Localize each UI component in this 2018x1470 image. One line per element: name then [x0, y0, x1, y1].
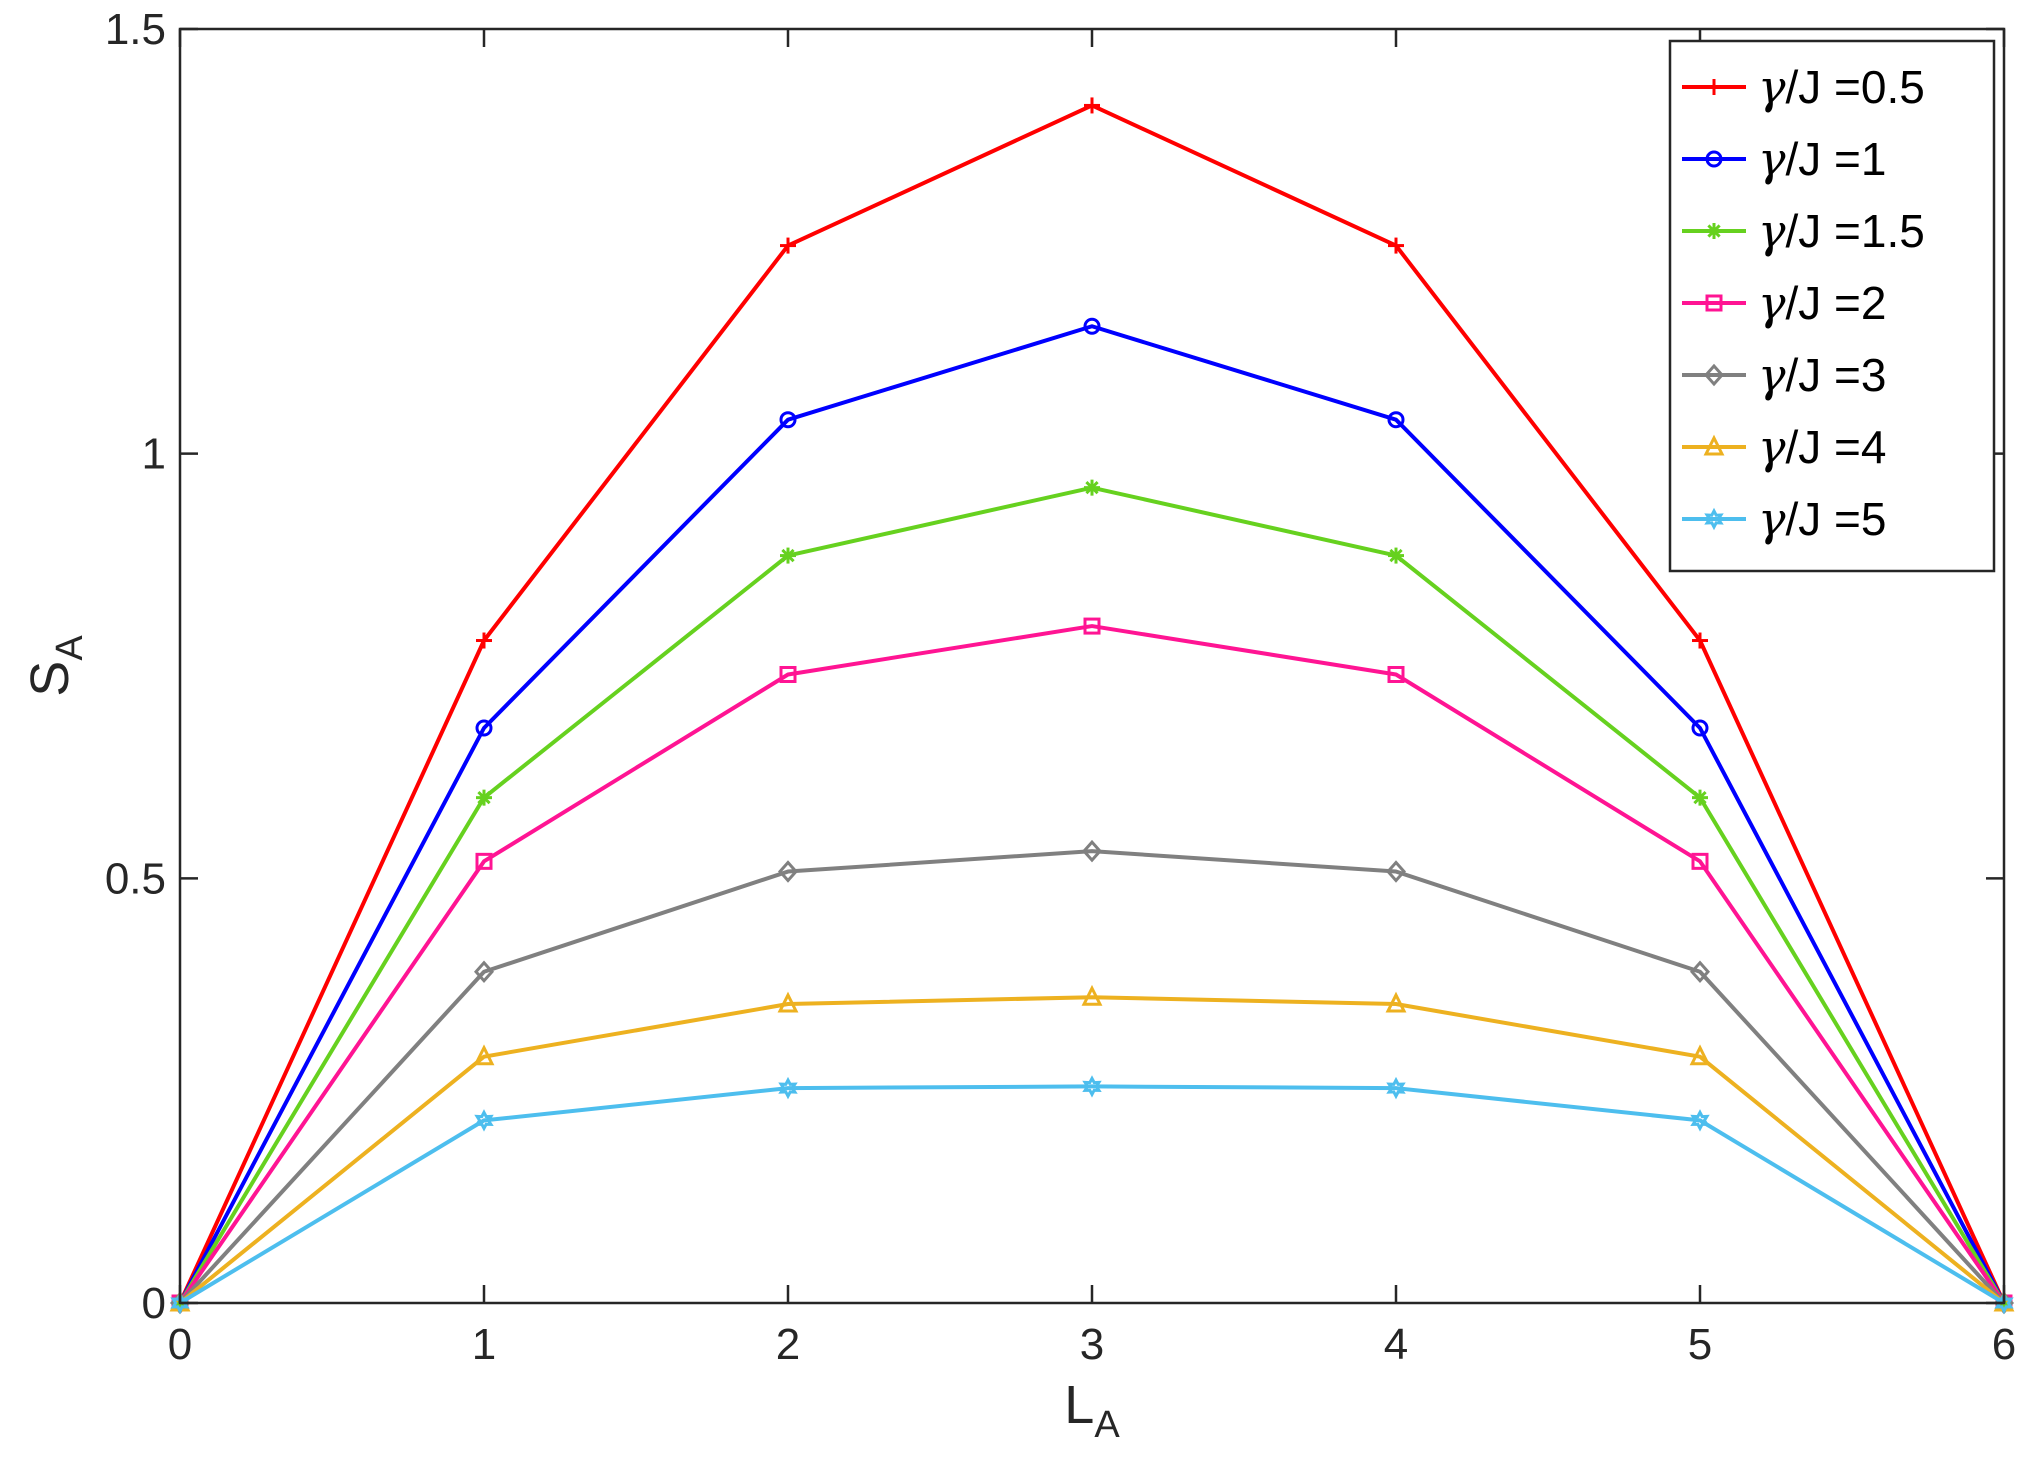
data-point [1703, 434, 1725, 456]
data-point [1705, 294, 1723, 312]
legend-item: γ/J =4 [1682, 420, 1887, 474]
data-point [777, 991, 799, 1013]
data-point [1705, 150, 1723, 168]
data-point [778, 1076, 798, 1100]
data-point [1387, 665, 1405, 683]
y-tick-label: 0 [142, 1279, 166, 1328]
legend-label: γ/J =4 [1758, 420, 1887, 474]
legend-item: γ/J =0.5 [1682, 60, 1925, 114]
data-point [473, 960, 495, 984]
series-line [178, 1084, 2006, 1305]
data-point [1387, 411, 1405, 429]
data-point [1692, 632, 1708, 649]
data-point [1082, 1075, 1102, 1098]
series-line [178, 849, 2006, 1305]
data-point [1081, 984, 1103, 1006]
data-point [1690, 1109, 1710, 1132]
series-7 [170, 1075, 2014, 1315]
data-point [1704, 507, 1724, 531]
data-point [170, 1291, 190, 1315]
data-point [1691, 719, 1709, 737]
series-line [178, 995, 2006, 1305]
data-point [1689, 1044, 1711, 1066]
data-point [1084, 97, 1100, 114]
data-point [1706, 223, 1722, 239]
y-tick-label: 1 [142, 430, 166, 479]
y-tick-label: 0.5 [105, 854, 166, 903]
data-point [1385, 991, 1407, 1013]
y-axis-label: SA [20, 635, 91, 697]
x-tick-label: 5 [1688, 1320, 1712, 1369]
legend-label: γ/J =0.5 [1758, 60, 1925, 114]
series-4 [171, 617, 2013, 1312]
x-tick-label: 0 [168, 1320, 192, 1369]
legend-label: γ/J =1 [1758, 132, 1887, 186]
data-point [779, 411, 797, 429]
data-point [777, 860, 799, 883]
x-tick-label: 6 [1992, 1320, 2016, 1369]
data-point [473, 1044, 495, 1066]
data-point [1994, 1291, 2014, 1315]
x-tick-label: 1 [472, 1320, 496, 1369]
data-point [475, 719, 493, 737]
data-point [1706, 79, 1722, 95]
data-point [1081, 839, 1103, 863]
x-tick-label: 4 [1384, 1320, 1408, 1369]
legend-item: γ/J =1 [1682, 132, 1887, 186]
x-tick-label: 3 [1080, 1320, 1104, 1369]
series-line [178, 624, 2006, 1305]
data-point [474, 1109, 494, 1132]
data-point [1386, 1076, 1406, 1100]
x-tick-label: 2 [776, 1320, 800, 1369]
legend-label: γ/J =1.5 [1758, 204, 1925, 258]
data-point [1703, 363, 1725, 387]
legend-item: γ/J =5 [1682, 492, 1887, 546]
legend-label: γ/J =2 [1758, 276, 1887, 330]
data-point [476, 632, 492, 649]
data-point [780, 237, 796, 254]
legend: γ/J =0.5 γ/J =1 γ/J =1.5 γ/J =2 γ/J =3 γ/J =4… [1668, 39, 1996, 573]
legend-item: γ/J =2 [1682, 276, 1887, 330]
data-point [1388, 237, 1404, 254]
legend-label: γ/J =3 [1758, 348, 1887, 402]
data-point [1691, 852, 1709, 870]
x-axis-label: LA [1064, 1375, 1120, 1446]
data-point [780, 547, 796, 564]
data-point [1084, 479, 1100, 496]
series-3 [172, 479, 2012, 1311]
data-point [1692, 789, 1708, 806]
data-point [1083, 617, 1101, 635]
data-point [1689, 960, 1711, 984]
data-point [1388, 547, 1404, 564]
data-point [1385, 860, 1407, 883]
legend-item: γ/J =1.5 [1682, 204, 1925, 258]
data-point [475, 852, 493, 870]
data-point [779, 665, 797, 683]
axes-layer: 0 1 2 3 4 5 6 0 0.5 1 1.5 [105, 5, 2016, 1369]
y-tick-label: 1.5 [105, 5, 166, 54]
legend-box [1668, 39, 1996, 573]
legend-item: γ/J =3 [1682, 348, 1887, 402]
legend-label: γ/J =5 [1758, 492, 1887, 546]
data-point [476, 789, 492, 806]
series-line [178, 324, 2006, 1304]
series-5 [169, 839, 2015, 1315]
data-point [1083, 317, 1101, 335]
